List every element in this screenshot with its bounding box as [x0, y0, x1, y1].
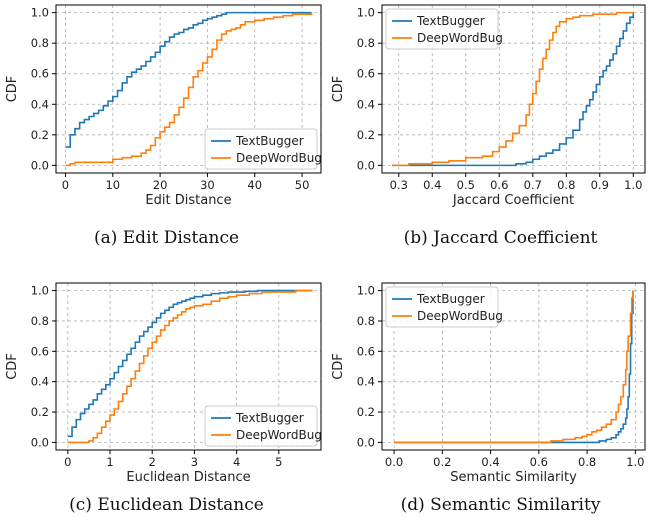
series-line-textbugger	[394, 290, 634, 444]
x-axis-label: Semantic Similarity	[450, 470, 577, 485]
y-tick-label: 0.4	[31, 375, 49, 389]
y-tick-label: 0.8	[357, 314, 375, 328]
y-tick-label: 0.0	[31, 158, 49, 172]
x-axis-label: Jaccard Coefficient	[452, 193, 574, 208]
legend-box	[204, 405, 318, 447]
y-tick-label: 0.6	[31, 344, 49, 358]
x-tick-label: 1.0	[626, 455, 644, 469]
legend: TextBugger DeepWordBug	[385, 286, 503, 328]
x-tick-label: 0.3	[390, 178, 408, 192]
y-axis-label: CDF	[331, 353, 346, 380]
legend-box	[204, 128, 318, 170]
legend: TextBugger DeepWordBug	[204, 405, 322, 447]
x-tick-label: 0.6	[490, 178, 508, 192]
plot-frame	[55, 4, 322, 174]
series-line-textbugger	[392, 12, 635, 167]
caption-d: (d) Semantic Similarity	[400, 495, 601, 515]
series-line-textbugger	[67, 289, 313, 438]
y-tick-label: 1.0	[31, 284, 49, 298]
x-tick-label: 0	[64, 455, 71, 469]
chart-panel-a: 0 10 20 30 40 50 0.0 0.2 0.4 0.6 0.8 1.0 Edit Distan…	[5, 4, 322, 208]
x-tick-label: 0.2	[433, 455, 451, 469]
y-tick-label: 0.6	[31, 67, 49, 81]
x-tick-label: 2	[149, 455, 156, 469]
x-tick-label: 4	[233, 455, 240, 469]
x-tick-label: 10	[105, 178, 120, 192]
y-tick-label: 0.4	[357, 97, 375, 111]
legend-box	[385, 8, 499, 50]
caption-a: (a) Edit Distance	[93, 228, 240, 248]
legend-label: DeepWordBug	[236, 428, 322, 442]
x-tick-label: 5	[275, 455, 282, 469]
y-tick-label: 0.0	[357, 435, 375, 449]
x-tick-label: 0.8	[578, 455, 596, 469]
plot-frame	[55, 282, 322, 451]
y-tick-label: 0.6	[357, 344, 375, 358]
legend-label: DeepWordBug	[417, 31, 503, 45]
legend: TextBugger DeepWordBug	[204, 128, 322, 170]
y-tick-label: 0.4	[31, 97, 49, 111]
y-tick-label: 0.8	[31, 36, 49, 50]
series-line-deepwordbug	[67, 289, 313, 444]
legend-box	[385, 286, 499, 328]
caption-c: (c) Euclidean Distance	[69, 495, 264, 515]
plot-frame	[381, 4, 646, 174]
y-tick-label: 1.0	[357, 6, 375, 20]
x-tick-label: 0.4	[481, 455, 499, 469]
y-tick-label: 0.8	[357, 36, 375, 50]
x-tick-label: 40	[247, 178, 262, 192]
legend-label: DeepWordBug	[417, 309, 503, 323]
y-tick-label: 0.8	[31, 314, 49, 328]
legend-label: TextBugger	[235, 134, 304, 148]
y-tick-label: 1.0	[357, 284, 375, 298]
x-tick-label: 0.7	[524, 178, 542, 192]
y-tick-label: 0.0	[31, 435, 49, 449]
plot-frame	[381, 282, 646, 451]
x-tick-label: 1.0	[624, 178, 642, 192]
chart-panel-d: 0.0 0.2 0.4 0.6 0.8 1.0 0.0 0.2 0.4 0.6 0.8 1.0 Sema…	[331, 282, 646, 485]
x-tick-label: 0.9	[591, 178, 609, 192]
y-tick-label: 0.2	[31, 128, 49, 142]
series-line-textbugger	[65, 11, 312, 148]
series-line-deepwordbug	[65, 12, 313, 167]
series-line-deepwordbug	[392, 11, 634, 167]
legend: TextBugger DeepWordBug	[385, 8, 503, 50]
y-axis-label: CDF	[331, 76, 346, 103]
series-line-deepwordbug	[394, 290, 634, 444]
x-tick-label: 0	[62, 178, 69, 192]
y-tick-label: 0.0	[357, 158, 375, 172]
y-tick-label: 0.4	[357, 375, 375, 389]
x-tick-label: 0.0	[385, 455, 403, 469]
y-tick-label: 0.2	[31, 405, 49, 419]
x-axis-label: Edit Distance	[145, 193, 231, 208]
y-tick-label: 0.2	[357, 405, 375, 419]
y-tick-label: 1.0	[31, 6, 49, 20]
chart-panel-b: 0.3 0.4 0.5 0.6 0.7 0.8 0.9 1.0 0.0 0.2 0.4 0.6 0.8 1…	[331, 4, 646, 208]
legend-label: DeepWordBug	[236, 151, 322, 165]
x-tick-label: 30	[200, 178, 215, 192]
legend-label: TextBugger	[235, 411, 304, 425]
legend-label: TextBugger	[416, 292, 485, 306]
caption-b: (b) Jaccard Coefficient	[403, 228, 598, 248]
x-tick-label: 20	[153, 178, 168, 192]
chart-panel-c: 0 1 2 3 4 5 0.0 0.2 0.4 0.6 0.8 1.0 Euclidean Distan…	[5, 282, 322, 485]
x-tick-label: 1	[106, 455, 113, 469]
y-tick-label: 0.2	[357, 128, 375, 142]
x-tick-label: 0.8	[557, 178, 575, 192]
x-tick-label: 3	[191, 455, 198, 469]
legend-label: TextBugger	[416, 14, 485, 28]
x-tick-label: 0.5	[457, 178, 475, 192]
y-axis-label: CDF	[5, 76, 20, 103]
x-tick-label: 0.4	[423, 178, 441, 192]
y-tick-label: 0.6	[357, 67, 375, 81]
x-axis-label: Euclidean Distance	[126, 470, 250, 485]
x-tick-label: 50	[295, 178, 310, 192]
x-tick-label: 0.6	[530, 455, 548, 469]
y-axis-label: CDF	[5, 353, 20, 380]
